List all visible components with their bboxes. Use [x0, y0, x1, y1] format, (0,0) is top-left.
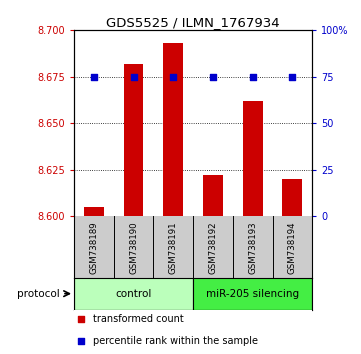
Bar — [123, 64, 143, 217]
Text: GSM738191: GSM738191 — [169, 221, 178, 274]
Point — [131, 74, 136, 80]
Point — [78, 339, 84, 344]
Text: percentile rank within the sample: percentile rank within the sample — [93, 337, 258, 347]
Text: GSM738194: GSM738194 — [288, 221, 297, 274]
Bar — [243, 101, 262, 217]
Bar — [163, 43, 183, 217]
Bar — [282, 179, 302, 217]
Text: GSM738189: GSM738189 — [90, 221, 98, 274]
Point — [210, 74, 216, 80]
Bar — [74, 278, 193, 310]
Bar — [203, 176, 223, 217]
Text: transformed count: transformed count — [93, 314, 184, 324]
Text: GSM738193: GSM738193 — [248, 221, 257, 274]
Point — [78, 316, 84, 321]
Text: GSM738190: GSM738190 — [129, 221, 138, 274]
Text: protocol: protocol — [17, 289, 60, 299]
Point — [250, 74, 256, 80]
Bar — [193, 278, 312, 310]
Point — [170, 74, 176, 80]
Bar — [84, 207, 104, 217]
Title: GDS5525 / ILMN_1767934: GDS5525 / ILMN_1767934 — [106, 16, 280, 29]
Text: control: control — [116, 289, 152, 299]
Point — [290, 74, 295, 80]
Text: GSM738192: GSM738192 — [209, 221, 217, 274]
Point — [91, 74, 97, 80]
Text: miR-205 silencing: miR-205 silencing — [206, 289, 299, 299]
